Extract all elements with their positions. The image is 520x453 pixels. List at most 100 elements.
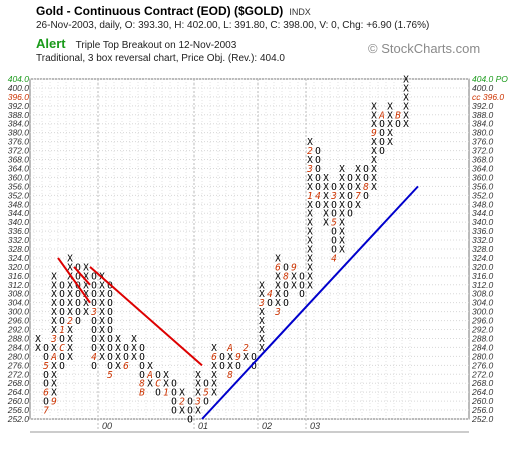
o-box: O <box>155 370 161 381</box>
y-tick-label-left: 328.0 <box>8 244 30 254</box>
x-box: X <box>35 343 41 354</box>
y-tick-label-left: 288.0 <box>7 333 30 343</box>
x-box: X <box>99 325 105 336</box>
brand-watermark: © StockCharts.com <box>368 41 481 56</box>
o-box: O <box>107 316 113 327</box>
month-marker: C <box>59 343 65 354</box>
o-box: O <box>283 289 289 300</box>
y-tick-label-left: 380.0 <box>8 128 30 138</box>
month-marker: 2 <box>307 146 313 157</box>
y-tick-label-right: 400.0 <box>472 83 494 93</box>
x-box: X <box>115 361 121 372</box>
x-box: X <box>307 227 313 238</box>
y-tick-label-left: 356.0 <box>8 181 30 191</box>
month-marker: 5 <box>331 218 337 229</box>
o-box: O <box>331 200 337 211</box>
o-box: O <box>347 182 353 193</box>
x-box: X <box>371 146 377 157</box>
x-box: X <box>211 361 217 372</box>
o-box: O <box>43 352 49 363</box>
o-box: O <box>315 173 321 184</box>
x-box: X <box>339 191 345 202</box>
exchange-label: INDX <box>289 7 311 17</box>
month-marker: 9 <box>235 352 241 363</box>
x-box: X <box>371 110 377 121</box>
x-box: X <box>339 182 345 193</box>
x-box: X <box>371 101 377 112</box>
month-marker: 8 <box>139 379 145 390</box>
o-box: O <box>267 298 273 309</box>
month-marker: A <box>146 370 153 381</box>
month-marker: 2 <box>67 316 73 327</box>
alert-line: Alert Triple Top Breakout on 12-Nov-2003 <box>36 36 236 51</box>
month-marker: 8 <box>363 182 369 193</box>
month-marker: 5 <box>43 361 49 372</box>
x-box: X <box>339 164 345 175</box>
y-tick-label-left: 260.0 <box>7 396 30 406</box>
o-box: O <box>43 343 49 354</box>
y-tick-label-left: 308.0 <box>8 289 30 299</box>
month-marker: 6 <box>275 262 281 273</box>
o-box: O <box>219 352 225 363</box>
y-tick-label-right: 256.0 <box>471 405 494 415</box>
o-box: O <box>59 334 65 345</box>
month-marker: 7 <box>355 191 361 202</box>
x-box: X <box>259 289 265 300</box>
y-tick-label-right: cc 396.0 <box>472 92 504 102</box>
y-tick-label-right: 284.0 <box>471 342 494 352</box>
x-box: X <box>147 361 153 372</box>
o-box: O <box>347 209 353 220</box>
o-box: O <box>107 343 113 354</box>
o-box: O <box>91 361 97 372</box>
y-tick-label-left: 360.0 <box>8 172 30 182</box>
month-marker: 4 <box>267 289 273 300</box>
o-box: O <box>139 352 145 363</box>
y-tick-label-right: 364.0 <box>472 163 494 173</box>
x-box: X <box>355 182 361 193</box>
y-tick-label-left: 320.0 <box>8 262 30 272</box>
x-box: X <box>259 343 265 354</box>
o-box: O <box>315 182 321 193</box>
x-box: X <box>275 298 281 309</box>
month-marker: 3 <box>90 307 97 318</box>
x-box: X <box>403 83 409 94</box>
month-marker: C <box>155 379 161 390</box>
o-box: O <box>283 280 289 291</box>
x-box: X <box>67 352 73 363</box>
y-tick-label-left: 300.0 <box>8 307 30 317</box>
month-marker: 1 <box>307 191 313 202</box>
x-box: X <box>259 334 265 345</box>
chart-grid <box>29 78 470 431</box>
o-box: O <box>123 343 129 354</box>
month-marker: 5 <box>203 388 209 399</box>
o-box: O <box>59 298 65 309</box>
x-box: X <box>387 101 393 112</box>
y-tick-label-left: 376.0 <box>8 137 30 147</box>
o-box: O <box>203 379 209 390</box>
x-box: X <box>195 406 201 417</box>
x-box: X <box>83 262 89 273</box>
x-box: X <box>99 343 105 354</box>
x-box: X <box>307 182 313 193</box>
method-line: Traditional, 3 box reversal chart, Price… <box>36 53 285 64</box>
o-box: O <box>107 334 113 345</box>
x-box: X <box>307 245 313 256</box>
o-box: O <box>91 325 97 336</box>
y-tick-label-left: 268.0 <box>7 378 30 388</box>
x-box: X <box>323 182 329 193</box>
o-box: O <box>139 343 145 354</box>
x-box: X <box>115 343 121 354</box>
o-box: O <box>123 352 129 363</box>
x-box: X <box>211 379 217 390</box>
x-box: X <box>403 119 409 130</box>
y-tick-label-left: 304.0 <box>8 298 30 308</box>
x-box: X <box>275 271 281 282</box>
title-text: Gold - Continuous Contract (EOD) ($GOLD) <box>36 4 284 18</box>
x-box: X <box>83 307 89 318</box>
x-box: X <box>371 164 377 175</box>
x-box: X <box>275 253 281 264</box>
x-box: X <box>243 352 249 363</box>
x-box: X <box>323 209 329 220</box>
x-box: X <box>67 262 73 273</box>
